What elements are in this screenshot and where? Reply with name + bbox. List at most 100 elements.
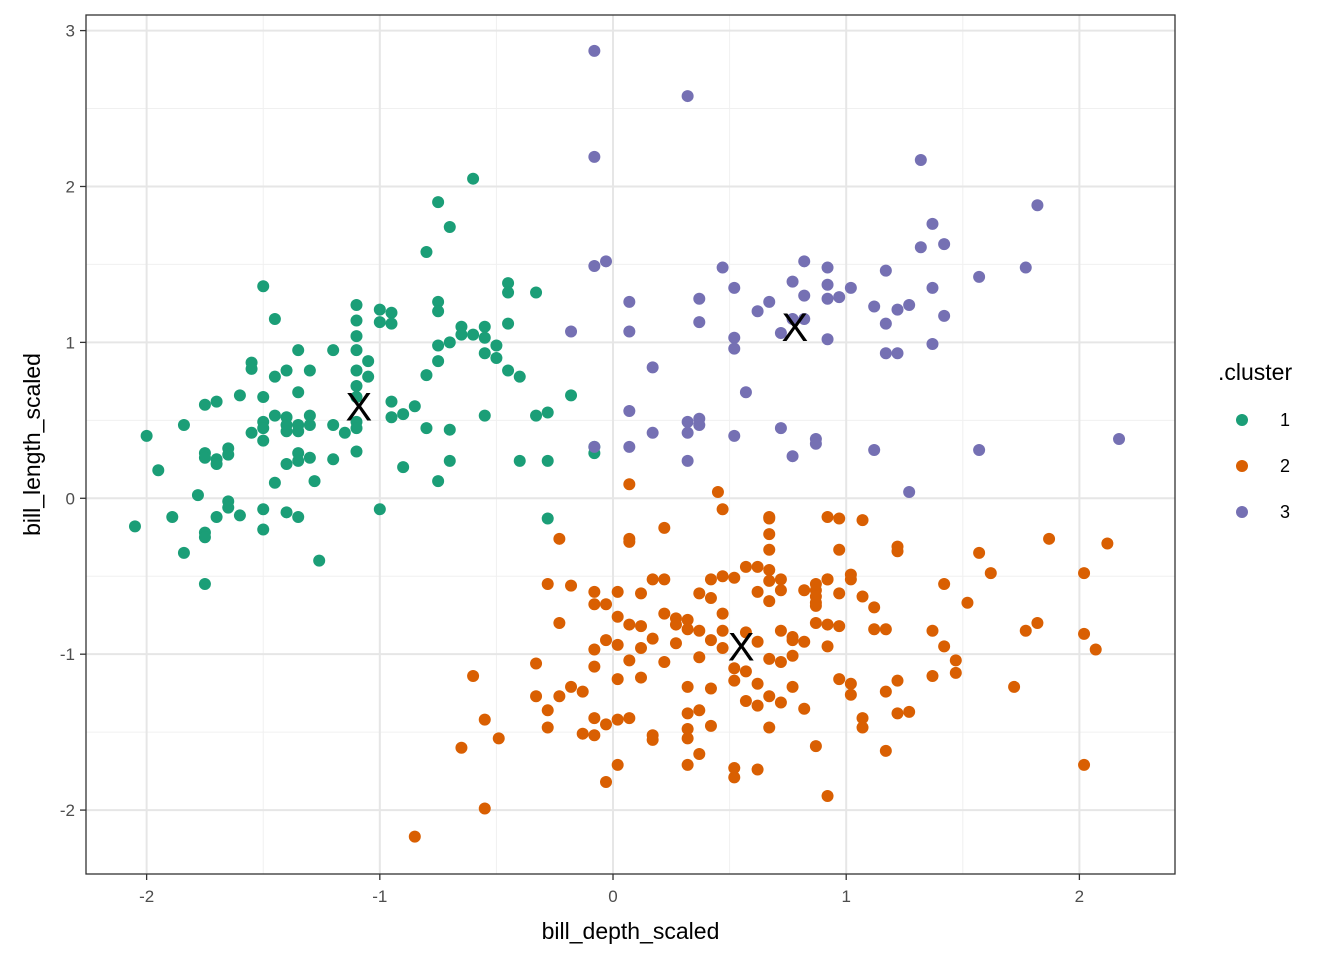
x-tick-label: 0 [608,887,617,906]
point-cluster-2 [856,712,869,725]
point-cluster-2 [611,585,624,598]
point-cluster-2 [879,744,892,757]
point-cluster-3 [623,325,636,338]
point-cluster-3 [891,347,904,360]
point-cluster-3 [868,443,881,456]
point-cluster-3 [914,241,927,254]
legend: .cluster 1 2 3 [1218,359,1292,522]
point-cluster-3 [774,422,787,435]
x-tick-label: 2 [1075,887,1084,906]
point-cluster-2 [926,624,939,637]
point-cluster-2 [611,638,624,651]
point-cluster-2 [1019,624,1032,637]
point-cluster-2 [821,510,834,523]
point-cluster-2 [774,696,787,709]
point-cluster-1 [432,339,445,352]
point-cluster-2 [1078,758,1091,771]
point-cluster-1 [292,510,305,523]
point-cluster-3 [973,270,986,283]
point-cluster-1 [152,464,165,477]
point-cluster-2 [938,640,951,653]
point-cluster-1 [443,423,456,436]
point-cluster-2 [728,674,741,687]
legend-label-1: 1 [1280,410,1290,430]
centroid-markers: X X X [345,306,808,670]
point-cluster-3 [728,331,741,344]
point-cluster-3 [681,426,694,439]
point-cluster-1 [565,389,578,402]
point-cluster-1 [292,454,305,467]
point-cluster-2 [408,830,421,843]
point-cluster-2 [763,528,776,541]
point-cluster-2 [844,688,857,701]
point-cluster-3 [751,305,764,318]
point-cluster-1 [432,305,445,318]
point-cluster-2 [751,585,764,598]
point-cluster-2 [693,587,706,600]
point-cluster-2 [588,712,601,725]
point-cluster-1 [303,364,316,377]
point-cluster-2 [541,578,554,591]
point-cluster-2 [623,654,636,667]
point-cluster-1 [292,386,305,399]
legend-label-2: 2 [1280,456,1290,476]
y-tick-label: -1 [60,645,75,664]
point-cluster-2 [716,570,729,583]
point-cluster-2 [623,618,636,631]
point-cluster-2 [728,761,741,774]
point-cluster-2 [751,560,764,573]
point-cluster-2 [763,652,776,665]
point-cluster-1 [467,172,480,185]
point-cluster-2 [1008,680,1021,693]
point-cluster-3 [926,217,939,230]
point-cluster-3 [1019,261,1032,274]
point-cluster-2 [588,598,601,611]
point-cluster-2 [774,624,787,637]
point-cluster-1 [222,501,235,514]
point-cluster-3 [786,275,799,288]
point-cluster-2 [821,573,834,586]
point-cluster-1 [350,364,363,377]
point-cluster-2 [467,670,480,683]
point-cluster-1 [268,476,281,489]
point-cluster-2 [751,763,764,776]
point-cluster-3 [926,281,939,294]
point-cluster-2 [681,732,694,745]
point-cluster-1 [478,331,491,344]
point-cluster-3 [798,313,811,326]
x-tick-label: -1 [372,887,387,906]
point-cluster-1 [513,370,526,383]
point-cluster-2 [1043,532,1056,545]
point-cluster-3 [844,281,857,294]
point-cluster-1 [210,457,223,470]
point-cluster-3 [879,317,892,330]
point-cluster-1 [350,314,363,327]
legend-title: .cluster [1218,359,1292,385]
point-cluster-3 [821,333,834,346]
point-cluster-1 [245,362,258,375]
point-cluster-2 [704,573,717,586]
point-cluster-1 [350,298,363,311]
point-cluster-2 [634,587,647,600]
point-cluster-2 [751,699,764,712]
point-cluster-2 [1089,643,1102,656]
point-cluster-2 [576,727,589,740]
point-cluster-2 [786,680,799,693]
point-cluster-2 [634,620,647,633]
point-cluster-2 [576,685,589,698]
point-cluster-2 [949,666,962,679]
point-cluster-2 [600,598,613,611]
point-cluster-1 [385,306,398,319]
point-cluster-3 [600,255,613,268]
point-cluster-2 [763,563,776,576]
legend-key-2 [1236,460,1248,472]
point-cluster-2 [833,620,846,633]
point-cluster-1 [541,406,554,419]
point-cluster-3 [798,255,811,268]
point-cluster-1 [140,429,153,442]
point-cluster-2 [646,733,659,746]
point-cluster-1 [478,409,491,422]
x-axis-title: bill_depth_scaled [542,918,720,944]
point-cluster-2 [646,573,659,586]
point-cluster-3 [821,292,834,305]
